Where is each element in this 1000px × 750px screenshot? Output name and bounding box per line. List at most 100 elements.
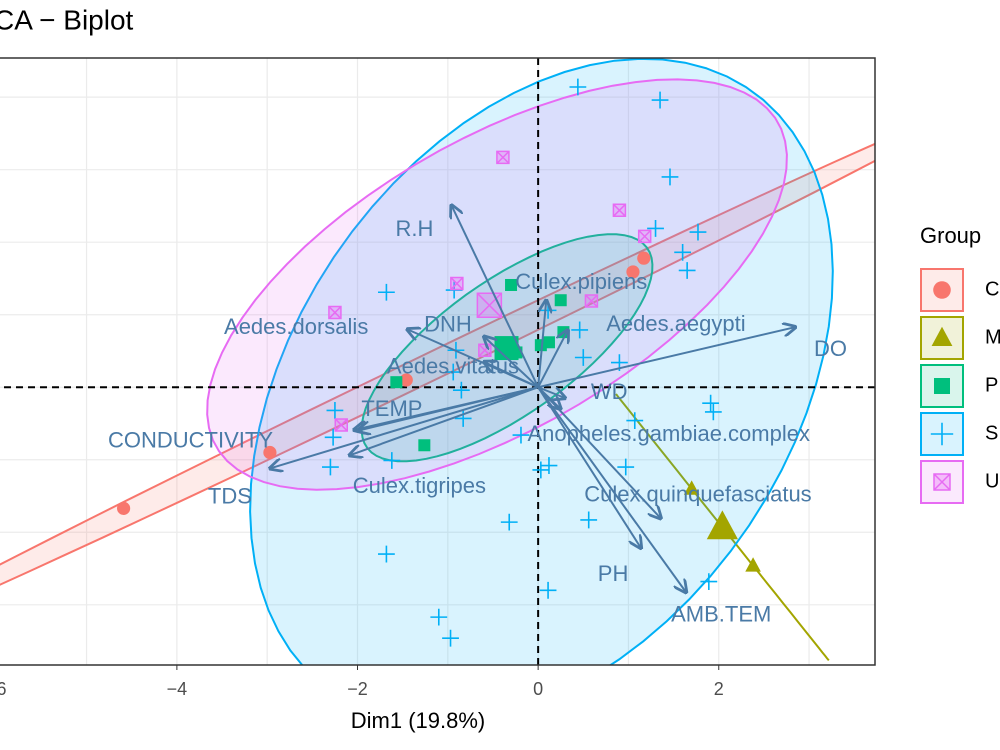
group-centroid (476, 292, 503, 319)
legend-key (920, 460, 964, 504)
x-tick-label: −4 (167, 679, 188, 699)
variable-label: Aedes.vitatus (387, 354, 519, 379)
point (637, 229, 652, 244)
legend-label: S (985, 422, 998, 444)
point (326, 402, 344, 419)
point (324, 428, 342, 446)
point (418, 439, 431, 452)
legend-symbol (933, 473, 951, 491)
variable-label: Aedes.aegypti (606, 311, 745, 336)
point (534, 339, 547, 352)
point (452, 381, 470, 399)
legend-symbol (930, 422, 954, 446)
point (689, 223, 707, 241)
legend-label: U (985, 470, 999, 492)
point (700, 573, 718, 591)
zero-lines (0, 58, 875, 665)
point (580, 511, 598, 529)
confidence-ellipse (0, 142, 875, 586)
group-centroid (494, 336, 519, 361)
variable-arrow (484, 336, 539, 388)
point (322, 458, 339, 476)
point (334, 418, 349, 432)
point (584, 294, 599, 308)
point (383, 452, 401, 469)
variable-arrows: R.H Culex.pipiens DNH Aedes.dorsalis Aedes.a… (108, 205, 847, 626)
variable-arrow (270, 386, 539, 468)
point (378, 283, 395, 301)
variable-arrow (537, 386, 686, 592)
point (651, 91, 669, 109)
point (500, 513, 518, 531)
x-tick-label: 0 (533, 679, 543, 699)
point (702, 394, 720, 412)
variable-label: WD (591, 379, 628, 404)
axes: −6−4−202-2024 (0, 665, 724, 699)
variable-label: Culex.pipiens (515, 269, 647, 294)
point (661, 168, 679, 186)
variable-label: R.H (395, 216, 433, 241)
points (116, 78, 761, 647)
point (442, 629, 459, 647)
point (617, 458, 635, 476)
variable-label: Culex.tigripes (353, 473, 486, 498)
variable-arrow (537, 330, 568, 388)
confidence-ellipse (615, 393, 830, 662)
point (505, 278, 518, 291)
point (540, 457, 558, 474)
x-tick-label: −2 (347, 679, 368, 699)
point (683, 480, 700, 495)
variable-label: TDS (208, 483, 252, 508)
variable-label: PH (598, 561, 629, 586)
point (512, 426, 530, 444)
legend-label: P (985, 374, 998, 396)
point (532, 461, 550, 479)
variable-arrow (484, 362, 539, 389)
legend-symbol (933, 281, 951, 299)
point (745, 557, 761, 572)
point (647, 220, 664, 237)
point (626, 412, 644, 430)
point (450, 276, 464, 291)
variable-arrow (358, 386, 539, 431)
legend-symbol (931, 326, 953, 346)
point (328, 305, 342, 320)
plot-panel (0, 58, 875, 665)
variable-arrow (349, 386, 539, 455)
point (263, 445, 277, 460)
variable-arrow (537, 386, 641, 548)
legend-label: M (985, 326, 1000, 348)
legend-title: Group (920, 223, 981, 248)
variable-label: DNH (424, 311, 472, 336)
group-centroid (706, 510, 738, 540)
variable-label: Anopheles.gambiae.complex (527, 421, 810, 446)
point (539, 581, 557, 599)
point (496, 150, 510, 165)
point (430, 608, 448, 626)
variable-label: Culex.quinquefasciatus (584, 481, 811, 506)
legend-label: C (985, 278, 999, 300)
point (612, 203, 627, 218)
variable-arrow (537, 327, 795, 389)
variable-label: DO (814, 336, 847, 361)
point (378, 545, 395, 563)
x-axis-title: Dim1 (19.8%) (351, 708, 485, 733)
point (571, 321, 589, 339)
point (569, 78, 587, 96)
point (674, 243, 692, 261)
variable-label: AMB.TEM (671, 601, 771, 626)
point (637, 251, 651, 265)
variable-arrow (537, 386, 661, 518)
point (554, 294, 567, 307)
chart-title: CA − Biplot (0, 4, 134, 35)
variable-arrow (537, 300, 546, 388)
point (678, 262, 696, 279)
point (704, 403, 722, 421)
point (454, 410, 472, 427)
x-tick-label: −6 (0, 679, 7, 699)
point (574, 349, 592, 366)
point (116, 501, 131, 515)
point (390, 376, 403, 389)
variable-label: Aedes.dorsalis (224, 314, 368, 339)
